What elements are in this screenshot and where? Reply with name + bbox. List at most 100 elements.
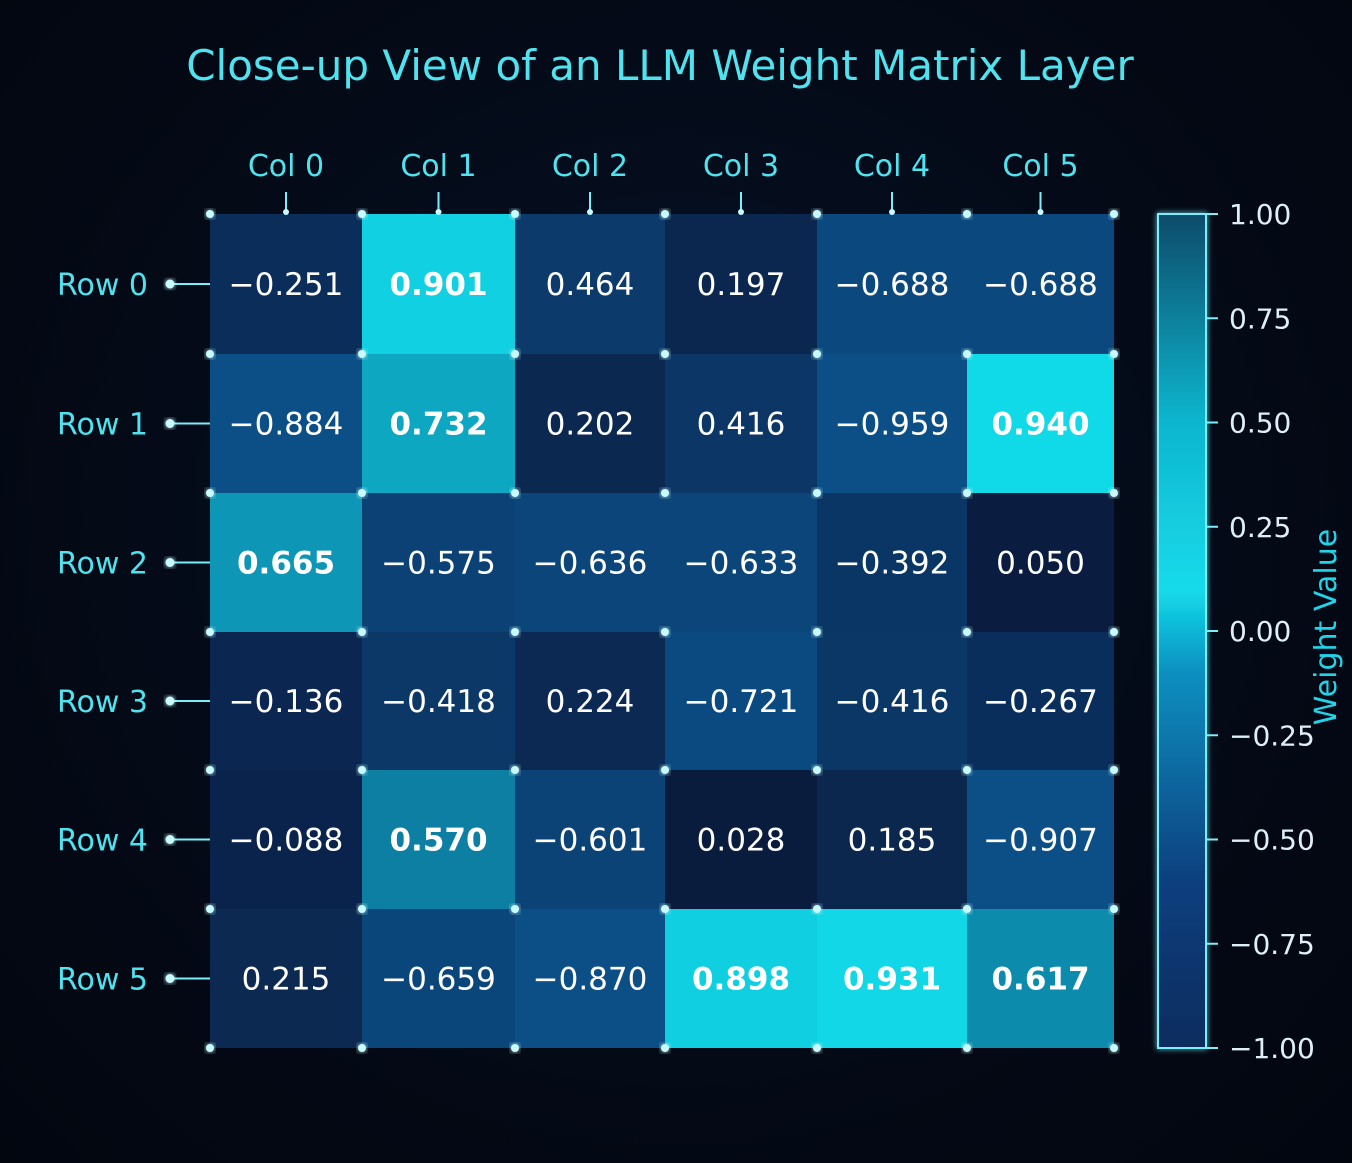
grid-node-dot — [358, 210, 366, 218]
grid-node-dot — [358, 489, 366, 497]
grid-node-dot — [206, 210, 214, 218]
grid-node-dot — [963, 905, 971, 913]
cell-value-label: 0.028 — [697, 823, 786, 859]
row-tick-dot — [165, 419, 175, 428]
column-tick-dot — [283, 209, 289, 215]
grid-node-dot — [813, 905, 821, 913]
column-label: Col 0 — [248, 149, 324, 184]
grid-node-dot — [511, 766, 519, 774]
chart-title: Close-up View of an LLM Weight Matrix La… — [186, 41, 1134, 90]
heatmap-cell — [665, 214, 817, 354]
grid-node-dot — [661, 1044, 669, 1052]
grid-node-dot — [1110, 210, 1118, 218]
heatmap-cell — [362, 354, 515, 493]
grid-node-dot — [1110, 905, 1118, 913]
grid-node-dot — [511, 628, 519, 636]
cell-value-label: 0.050 — [996, 546, 1085, 582]
heatmap-cells: −0.251 0.901 0.464 0.197 −0.688 −0.688 −0.884 0… — [210, 214, 1114, 1048]
colorbar-tick-label: 0.50 — [1229, 407, 1291, 440]
column-label: Col 4 — [854, 149, 930, 184]
cell-value-label: −0.636 — [533, 546, 648, 582]
column-label: Col 2 — [552, 149, 628, 184]
heatmap-cell — [210, 909, 362, 1048]
grid-node-dot — [511, 905, 519, 913]
grid-node-dot — [1110, 1044, 1118, 1052]
column-label: Col 1 — [400, 149, 476, 184]
grid-node-dot — [511, 489, 519, 497]
heatmap-cell — [967, 770, 1114, 909]
heatmap-cell — [362, 909, 515, 1048]
colorbar-tick-label: 0.25 — [1229, 511, 1291, 544]
grid-node-dot — [206, 628, 214, 636]
cell-value-label: 0.202 — [546, 407, 635, 443]
cell-value-label: 0.224 — [546, 684, 635, 720]
colorbar: 1.00 0.75 0.50 0.25 0.00 −0.25 −0.50 −0.75 −1.00… — [1157, 198, 1344, 1065]
heatmap-cell — [515, 493, 665, 632]
cell-value-label: −0.136 — [229, 684, 344, 720]
grid-node-dot — [813, 210, 821, 218]
colorbar-label: Weight Value — [1309, 529, 1344, 725]
heatmap-cell — [362, 493, 515, 632]
cell-value-label: 0.898 — [692, 962, 790, 998]
heatmap-cell — [515, 909, 665, 1048]
heatmap-cell — [817, 909, 967, 1048]
cell-value-label: −0.601 — [533, 823, 648, 859]
axis-labels: Col 0 Col 1 Col 2 Col 3 Col 4 Col 5 Row 0 Row 1… — [57, 149, 1079, 998]
grid-node-dot — [813, 628, 821, 636]
row-tick-dot — [165, 558, 175, 567]
heatmap-cell — [817, 354, 967, 493]
cell-value-label: −0.088 — [229, 823, 344, 859]
cell-value-label: 0.197 — [697, 267, 786, 303]
grid-node-dot — [1110, 350, 1118, 358]
grid-node-dot — [206, 766, 214, 774]
grid-node-dot — [661, 489, 669, 497]
heatmap-cell — [515, 632, 665, 770]
heatmap-cell — [967, 214, 1114, 354]
row-label: Row 2 — [57, 547, 148, 582]
heatmap-cell — [665, 354, 817, 493]
colorbar-tick-label: −1.00 — [1229, 1032, 1315, 1065]
cell-value-label: −0.688 — [983, 267, 1098, 303]
row-label: Row 3 — [57, 685, 148, 720]
grid-node-dot — [661, 905, 669, 913]
grid-node-dot — [963, 1044, 971, 1052]
heatmap-cell — [817, 493, 967, 632]
grid-node-dot — [661, 628, 669, 636]
colorbar-gradient — [1157, 213, 1207, 1049]
heatmap-cell — [817, 632, 967, 770]
grid-node-dot — [358, 350, 366, 358]
grid-node-dot — [206, 489, 214, 497]
grid-node-dot — [813, 1044, 821, 1052]
heatmap-cell — [515, 354, 665, 493]
heatmap-cell — [967, 632, 1114, 770]
cell-value-label: 0.570 — [389, 823, 487, 859]
row-label: Row 5 — [57, 963, 148, 998]
grid-node-dot — [358, 766, 366, 774]
heatmap-cell — [515, 770, 665, 909]
grid-node-dot — [358, 1044, 366, 1052]
cell-value-label: −0.416 — [835, 684, 950, 720]
cell-value-label: 0.665 — [237, 546, 335, 582]
column-tick-dot — [738, 209, 744, 215]
heatmap-cell — [967, 493, 1114, 632]
row-label: Row 1 — [57, 408, 148, 443]
grid-node-dot — [813, 766, 821, 774]
heatmap-cell — [210, 632, 362, 770]
cell-value-label: −0.884 — [229, 407, 344, 443]
cell-value-label: 0.940 — [991, 407, 1089, 443]
colorbar-ticks: 1.00 0.75 0.50 0.25 0.00 −0.25 −0.50 −0.75 −1.00 — [1206, 198, 1315, 1065]
grid-node-dot — [963, 766, 971, 774]
cell-value-label: 0.464 — [546, 267, 635, 303]
heatmap-cell — [362, 632, 515, 770]
heatmap-cell — [210, 770, 362, 909]
grid-node-dot — [963, 628, 971, 636]
grid-node-dot — [358, 628, 366, 636]
row-tick-dot — [165, 974, 175, 983]
cell-value-label: −0.721 — [684, 684, 799, 720]
row-tick-dot — [165, 696, 175, 706]
grid-node-dot — [661, 766, 669, 774]
colorbar-tick-label: −0.75 — [1229, 928, 1315, 961]
grid-node-dot — [963, 489, 971, 497]
heatmap-cell — [362, 770, 515, 909]
